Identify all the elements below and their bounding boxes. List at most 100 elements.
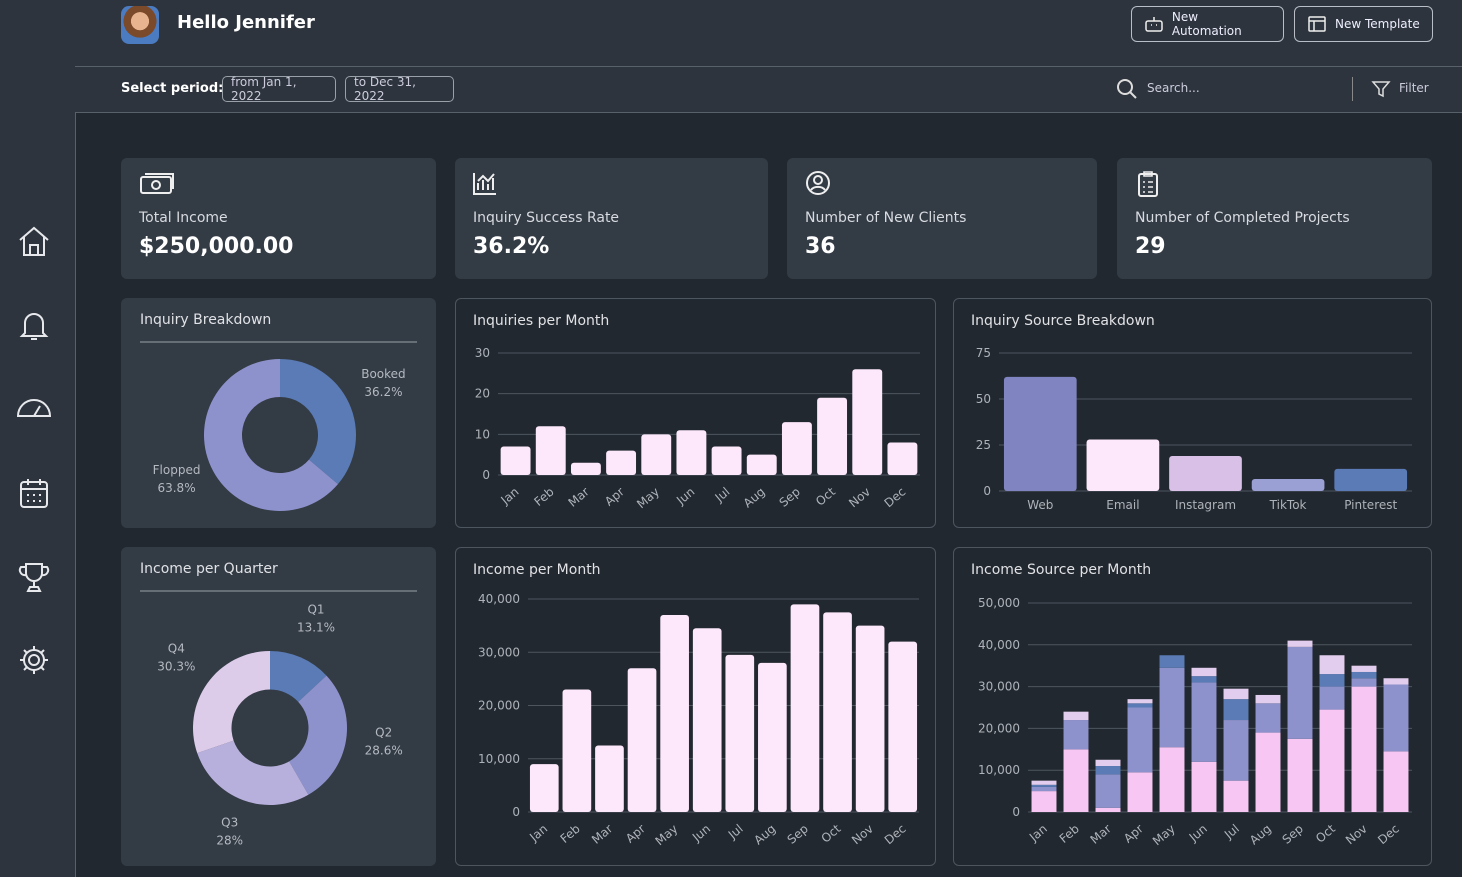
bell-icon[interactable] bbox=[17, 308, 51, 342]
bar-segment bbox=[1351, 665, 1377, 672]
bar bbox=[855, 625, 885, 812]
to-date[interactable]: to Dec 31, 2022 bbox=[345, 75, 454, 103]
x-tick-label: Sep bbox=[777, 485, 803, 510]
x-tick-label: Jun bbox=[689, 822, 713, 845]
home-icon[interactable] bbox=[17, 224, 51, 258]
bar-segment bbox=[1319, 674, 1345, 687]
chart-title: Income per Quarter bbox=[140, 561, 278, 577]
bar-segment bbox=[1031, 784, 1057, 787]
bar bbox=[758, 662, 787, 812]
x-tick-label: Sep bbox=[1280, 822, 1306, 847]
button-label: New Template bbox=[1335, 17, 1420, 31]
y-tick-label: 10,000 bbox=[978, 763, 1020, 777]
bar-panel: Income per Month 0 10,000 20,000 30,000 40,00… bbox=[455, 547, 936, 866]
bar bbox=[1003, 376, 1077, 491]
chart-title: Income Source per Month bbox=[971, 562, 1151, 578]
bar bbox=[823, 612, 852, 812]
bar-segment bbox=[1255, 703, 1281, 733]
bar bbox=[692, 628, 722, 812]
period-label: Select period: bbox=[121, 81, 224, 96]
money-icon bbox=[140, 173, 174, 194]
donut-panel: Income per Quarter Q1 13.1% Q2 28.6% Q3 28% Q4 3… bbox=[121, 547, 436, 866]
chart-title: Inquiry Source Breakdown bbox=[971, 313, 1155, 329]
slice-label: Q4 bbox=[168, 641, 185, 655]
slice-label: Booked bbox=[361, 367, 405, 381]
x-tick-label: TikTok bbox=[1269, 498, 1307, 512]
kpi-value: 29 bbox=[1135, 234, 1166, 259]
kpi-value: $250,000.00 bbox=[139, 234, 294, 259]
bar-segment bbox=[1255, 694, 1281, 704]
bar bbox=[627, 668, 657, 812]
x-tick-label: Mar bbox=[589, 822, 615, 847]
x-tick-label: May bbox=[1150, 822, 1178, 849]
bar-panel: Income Source per Month 0 10,000 20,000 30,0… bbox=[953, 547, 1432, 866]
kpi-label: Inquiry Success Rate bbox=[473, 210, 620, 226]
template-icon bbox=[1308, 16, 1326, 32]
search-input[interactable]: Search... bbox=[1147, 81, 1200, 95]
bar-segment bbox=[1223, 780, 1249, 812]
bar-segment bbox=[1319, 709, 1345, 812]
bar-segment bbox=[1191, 667, 1217, 677]
from-date[interactable]: from Jan 1, 2022 bbox=[222, 75, 336, 103]
slice-value: 36.2% bbox=[364, 385, 402, 399]
y-tick-label: 20 bbox=[475, 387, 490, 401]
gauge-icon[interactable] bbox=[14, 392, 54, 426]
new-template-button[interactable]: New Template bbox=[1294, 6, 1433, 42]
bar-segment bbox=[1287, 640, 1313, 647]
slice-value: 28% bbox=[216, 834, 243, 848]
x-tick-label: Apr bbox=[602, 485, 627, 509]
x-tick-label: Jul bbox=[712, 485, 733, 506]
divider bbox=[1352, 77, 1353, 101]
bar-segment bbox=[1031, 786, 1057, 792]
slice-label: Q2 bbox=[375, 725, 392, 739]
x-tick-label: Apr bbox=[1121, 822, 1146, 846]
bar bbox=[1334, 468, 1408, 491]
user-icon bbox=[806, 171, 830, 195]
filter-button[interactable]: Filter bbox=[1399, 81, 1429, 95]
x-tick-label: Aug bbox=[1247, 822, 1274, 848]
avatar bbox=[121, 6, 159, 44]
slice-label: Q1 bbox=[307, 603, 324, 617]
y-tick-label: 10,000 bbox=[478, 752, 520, 766]
kpi-card: Inquiry Success Rate 36.2% bbox=[455, 158, 768, 279]
donut-slice bbox=[204, 359, 338, 511]
bar-segment bbox=[1351, 671, 1377, 679]
x-tick-label: Nov bbox=[1343, 822, 1370, 848]
button-label: New Automation bbox=[1171, 10, 1242, 38]
bar-segment bbox=[1063, 749, 1089, 812]
donut-slice bbox=[270, 651, 327, 702]
y-tick-label: 75 bbox=[976, 346, 991, 360]
calendar-icon[interactable] bbox=[17, 476, 51, 510]
bar bbox=[1169, 456, 1242, 491]
bar-segment bbox=[1095, 774, 1121, 808]
bar-segment bbox=[1383, 678, 1409, 685]
bar-segment bbox=[1095, 807, 1121, 812]
kpi-value: 36 bbox=[805, 234, 836, 259]
bar-panel: Inquiry Source Breakdown 0 25 50 75 Web Email I… bbox=[953, 298, 1432, 528]
kpi-value: 36.2% bbox=[473, 234, 550, 259]
bar-segment bbox=[1319, 686, 1345, 710]
x-tick-label: May bbox=[653, 822, 681, 849]
y-tick-label: 10 bbox=[475, 427, 490, 441]
bar-segment bbox=[1159, 667, 1185, 748]
x-tick-label: Dec bbox=[882, 822, 909, 848]
bar-segment bbox=[1031, 791, 1057, 812]
x-tick-label: Oct bbox=[1313, 821, 1338, 845]
clipboard-icon bbox=[1138, 171, 1158, 197]
bar bbox=[888, 641, 918, 812]
chart-icon bbox=[473, 173, 496, 195]
donut-panel: Inquiry Breakdown Booked 36.2% Flopped 63.8% bbox=[121, 298, 436, 528]
slice-value: 30.3% bbox=[157, 659, 195, 673]
new-automation-button[interactable]: New Automation bbox=[1131, 6, 1284, 42]
kpi-card: Total Income $250,000.00 bbox=[121, 158, 436, 279]
bar-segment bbox=[1255, 732, 1281, 812]
bar bbox=[852, 369, 883, 475]
settings-icon[interactable] bbox=[17, 643, 51, 677]
trophy-icon[interactable] bbox=[17, 560, 51, 594]
bar-segment bbox=[1223, 720, 1249, 781]
donut-slice bbox=[193, 651, 270, 754]
bar bbox=[676, 430, 707, 475]
donut-slice bbox=[197, 740, 309, 805]
x-tick-label: Jan bbox=[498, 485, 522, 508]
bar-segment bbox=[1287, 738, 1313, 812]
